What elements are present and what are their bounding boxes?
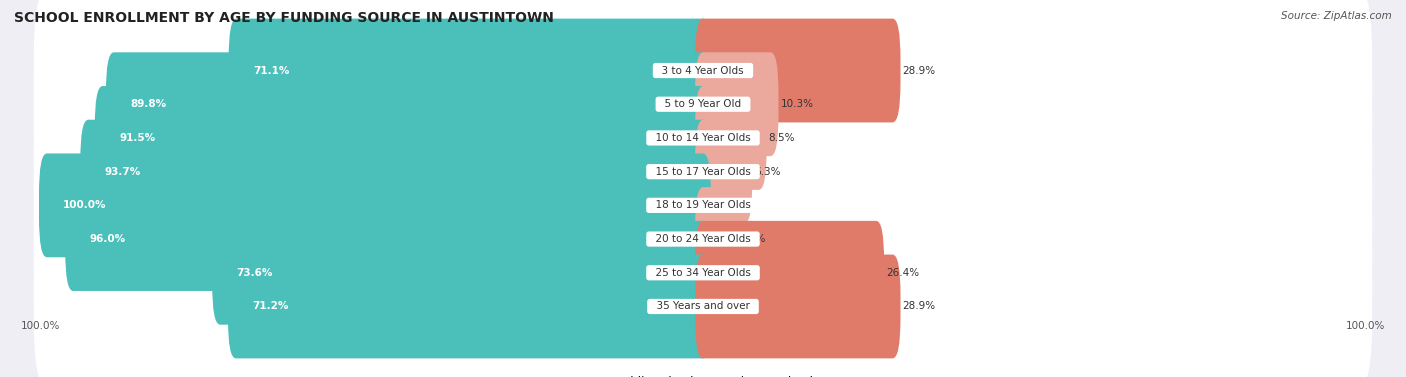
Text: Source: ZipAtlas.com: Source: ZipAtlas.com [1281, 11, 1392, 21]
FancyBboxPatch shape [65, 187, 711, 291]
FancyBboxPatch shape [695, 18, 900, 123]
Text: 26.4%: 26.4% [886, 268, 920, 278]
Text: 91.5%: 91.5% [120, 133, 155, 143]
FancyBboxPatch shape [39, 153, 711, 257]
Text: 5 to 9 Year Old: 5 to 9 Year Old [658, 99, 748, 109]
FancyBboxPatch shape [34, 24, 1372, 184]
Text: 35 Years and over: 35 Years and over [650, 302, 756, 311]
FancyBboxPatch shape [695, 187, 737, 291]
Text: 100.0%: 100.0% [1346, 321, 1385, 331]
FancyBboxPatch shape [34, 125, 1372, 286]
Text: 15 to 17 Year Olds: 15 to 17 Year Olds [648, 167, 758, 177]
Text: 71.2%: 71.2% [252, 302, 288, 311]
FancyBboxPatch shape [229, 18, 711, 123]
Text: SCHOOL ENROLLMENT BY AGE BY FUNDING SOURCE IN AUSTINTOWN: SCHOOL ENROLLMENT BY AGE BY FUNDING SOUR… [14, 11, 554, 25]
FancyBboxPatch shape [94, 86, 711, 190]
FancyBboxPatch shape [695, 120, 752, 224]
Text: 93.7%: 93.7% [104, 167, 141, 177]
FancyBboxPatch shape [80, 120, 711, 224]
FancyBboxPatch shape [212, 221, 711, 325]
Text: 71.1%: 71.1% [253, 66, 290, 75]
Text: 8.5%: 8.5% [769, 133, 796, 143]
Text: 89.8%: 89.8% [131, 99, 166, 109]
Text: 25 to 34 Year Olds: 25 to 34 Year Olds [648, 268, 758, 278]
Text: 0.0%: 0.0% [713, 200, 740, 210]
FancyBboxPatch shape [34, 0, 1372, 151]
Text: 10 to 14 Year Olds: 10 to 14 Year Olds [650, 133, 756, 143]
FancyBboxPatch shape [228, 254, 711, 359]
Text: 10.3%: 10.3% [780, 99, 814, 109]
Text: 28.9%: 28.9% [903, 66, 935, 75]
Text: 6.3%: 6.3% [754, 167, 780, 177]
FancyBboxPatch shape [34, 226, 1372, 377]
FancyBboxPatch shape [695, 52, 779, 156]
FancyBboxPatch shape [105, 52, 711, 156]
Text: 73.6%: 73.6% [236, 268, 273, 278]
FancyBboxPatch shape [34, 91, 1372, 252]
Text: 96.0%: 96.0% [90, 234, 125, 244]
FancyBboxPatch shape [695, 254, 900, 359]
Text: 3 to 4 Year Olds: 3 to 4 Year Olds [655, 66, 751, 75]
Text: 100.0%: 100.0% [21, 321, 60, 331]
Legend: Public School, Private School: Public School, Private School [593, 376, 813, 377]
FancyBboxPatch shape [34, 58, 1372, 218]
FancyBboxPatch shape [34, 159, 1372, 319]
Text: 4.0%: 4.0% [740, 234, 765, 244]
Text: 28.9%: 28.9% [903, 302, 935, 311]
Text: 18 to 19 Year Olds: 18 to 19 Year Olds [648, 200, 758, 210]
Text: 20 to 24 Year Olds: 20 to 24 Year Olds [650, 234, 756, 244]
Text: 100.0%: 100.0% [63, 200, 107, 210]
FancyBboxPatch shape [34, 193, 1372, 353]
FancyBboxPatch shape [695, 86, 766, 190]
FancyBboxPatch shape [695, 221, 884, 325]
